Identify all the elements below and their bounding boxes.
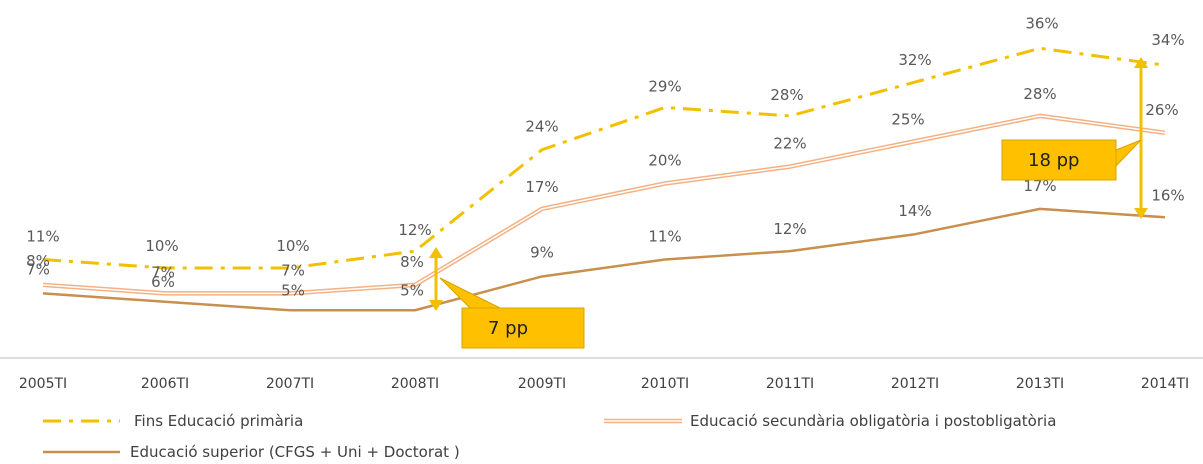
x-tick-label: 2010TI <box>641 376 689 392</box>
x-tick-label: 2013TI <box>1016 376 1064 392</box>
series-lines <box>42 46 1166 312</box>
legend-label: Educació secundària obligatòria i postob… <box>690 412 1056 430</box>
data-labels: 11%10% 10%12%24%29% 28%32%36%34%8%7% 7% 8%17… <box>26 14 1185 299</box>
data-label-primaria: 10% <box>276 237 309 255</box>
data-label-secundaria: 8% <box>400 253 424 271</box>
x-tick-label: 2009TI <box>518 376 566 392</box>
data-label-primaria: 12% <box>398 221 431 239</box>
x-tick-label: 2005TI <box>19 376 67 392</box>
x-tick-label: 2014TI <box>1141 376 1189 392</box>
callout-7pp: 7 pp <box>439 277 585 349</box>
data-label-secundaria: 20% <box>648 152 681 170</box>
data-label-secundaria: 7% <box>281 261 305 279</box>
data-label-primaria: 32% <box>898 51 931 69</box>
legend: Fins Educació primària Educació secundàri… <box>43 412 1056 461</box>
data-label-superior: 12% <box>773 220 806 238</box>
data-label-secundaria: 22% <box>773 135 806 153</box>
data-label-superior: 17% <box>1023 177 1056 195</box>
data-label-primaria: 10% <box>145 237 178 255</box>
data-label-secundaria: 8% <box>26 252 50 270</box>
legend-item-superior: Educació superior (CFGS + Uni + Doctorat… <box>43 443 460 461</box>
data-label-superior: 11% <box>648 228 681 246</box>
data-label-secundaria: 17% <box>525 178 558 196</box>
series-line-primaria <box>42 46 1166 270</box>
x-tick-label: 2012TI <box>891 376 939 392</box>
annotations: 7 pp 18 pp <box>429 57 1148 349</box>
data-label-superior: 9% <box>530 243 554 261</box>
data-label-superior: 6% <box>151 273 175 291</box>
x-tick-label: 2006TI <box>141 376 189 392</box>
data-label-superior: 5% <box>281 281 305 299</box>
legend-item-primaria: Fins Educació primària <box>43 412 303 430</box>
legend-label: Educació superior (CFGS + Uni + Doctorat… <box>130 443 460 461</box>
x-tick-label: 2007TI <box>266 376 314 392</box>
series-line-secundaria-inner <box>42 115 1166 295</box>
data-label-primaria: 28% <box>770 86 803 104</box>
data-label-superior: 5% <box>400 281 424 299</box>
data-label-secundaria: 25% <box>891 110 924 128</box>
legend-label: Fins Educació primària <box>134 412 303 430</box>
callout-text: 18 pp <box>1028 150 1079 171</box>
data-label-primaria: 11% <box>26 228 59 246</box>
data-label-superior: 7% <box>26 260 50 278</box>
data-label-primaria: 36% <box>1025 14 1058 32</box>
callout-18pp: 18 pp <box>1001 139 1142 181</box>
legend-item-secundaria: Educació secundària obligatòria i postob… <box>604 412 1056 430</box>
x-tick-labels: 2005TI 2006TI 2007TI 2008TI 2009TI 2010TI 2011… <box>19 376 1189 392</box>
arrow-2014 <box>1134 57 1148 219</box>
data-label-primaria: 24% <box>525 118 558 136</box>
callout-text: 7 pp <box>488 318 528 339</box>
data-label-superior: 14% <box>898 202 931 220</box>
series-line-superior <box>42 207 1166 312</box>
data-label-secundaria: 7% <box>151 263 175 281</box>
data-label-secundaria: 26% <box>1145 101 1178 119</box>
data-label-secundaria: 28% <box>1023 85 1056 103</box>
data-label-superior: 16% <box>1151 186 1184 204</box>
x-tick-label: 2008TI <box>391 376 439 392</box>
data-label-primaria: 34% <box>1151 31 1184 49</box>
data-label-primaria: 29% <box>648 77 681 95</box>
arrow-2008 <box>429 247 443 311</box>
x-tick-label: 2011TI <box>766 376 814 392</box>
